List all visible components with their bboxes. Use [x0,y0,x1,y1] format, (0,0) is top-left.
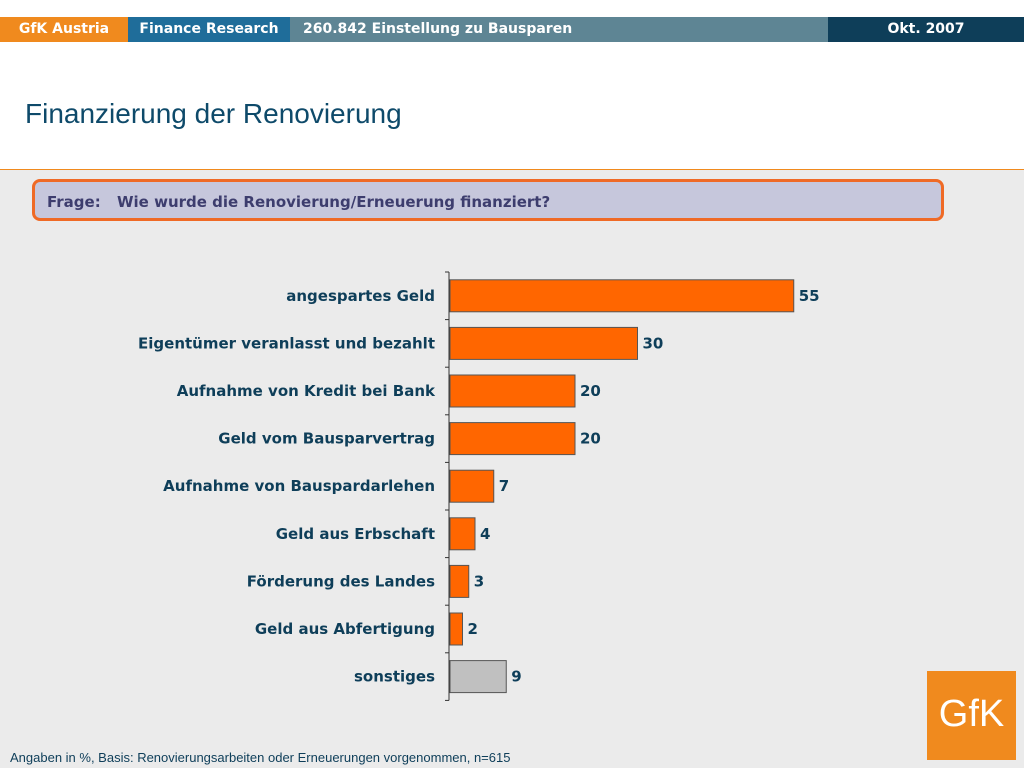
gfk-logo: GfK [927,671,1016,760]
header-bar: GfK Austria Finance Research 260.842 Ein… [0,17,1024,42]
value-label: 20 [580,382,601,400]
bar [449,612,463,646]
question-label: Frage: [47,193,101,211]
value-label: 4 [480,525,490,543]
value-label: 20 [580,430,601,448]
header-brand: GfK Austria [0,17,128,42]
value-label: 55 [799,287,820,305]
page-title: Finanzierung der Renovierung [25,98,402,129]
bar [449,517,476,551]
content-area [0,170,1024,768]
category-label: Eigentümer veranlasst und bezahlt [138,334,435,352]
header-date: Okt. 2007 [828,17,1024,42]
category-label: Förderung des Landes [247,572,435,590]
bar [449,564,470,598]
bar [449,422,576,456]
category-label: angespartes Geld [286,287,435,305]
question-text: Wie wurde die Renovierung/Erneuerung fin… [117,193,551,211]
bar [449,326,638,360]
footnote: Angaben in %, Basis: Renovierungsarbeite… [10,750,511,765]
bar [449,279,795,313]
category-label: sonstiges [354,668,435,686]
category-label: Geld aus Erbschaft [276,525,435,543]
bar [449,660,507,694]
header-study: 260.842 Einstellung zu Bausparen [303,21,573,37]
header-section: Finance Research [128,17,290,42]
value-label: 7 [499,477,509,495]
logo-text: GfK [938,693,1005,735]
category-label: Geld vom Bausparvertrag [218,430,435,448]
category-label: Geld aus Abfertigung [255,620,435,638]
question-box: Frage: Wie wurde die Renovierung/Erneuer… [32,179,944,221]
category-label: Aufnahme von Bauspardarlehen [163,477,435,495]
value-label: 9 [511,668,521,686]
title-divider [0,169,1024,170]
bar [449,374,576,408]
value-label: 30 [643,334,664,352]
value-label: 2 [468,620,478,638]
category-label: Aufnahme von Kredit bei Bank [177,382,436,400]
value-label: 3 [474,572,484,590]
bar [449,469,495,503]
